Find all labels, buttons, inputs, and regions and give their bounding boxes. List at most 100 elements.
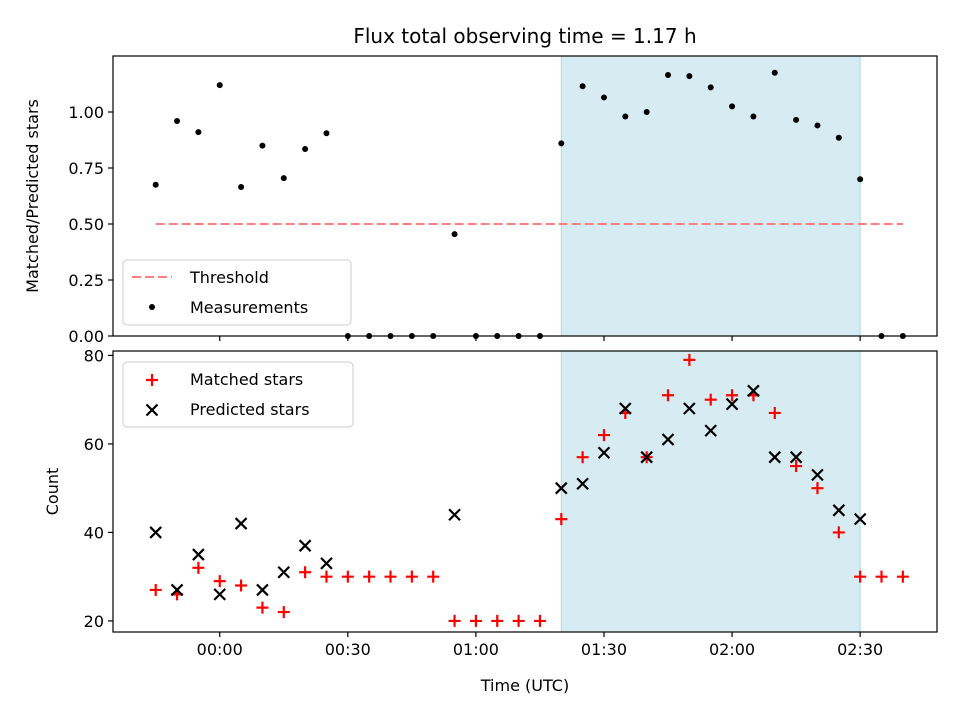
predicted-star-point [256,583,269,597]
predicted-star-point [725,397,739,411]
measurement-point [174,117,181,124]
axes-frame [112,350,938,633]
legend-threshold-label: Threshold [189,268,269,287]
predicted-star-point [277,565,291,579]
predicted-star-point [747,384,760,398]
predicted-star-point [149,526,162,539]
matched-star-point [491,614,504,627]
measurement-point [579,83,586,90]
y-tick-label: 1.00 [68,103,104,122]
legend-predicted-swatch [145,403,159,417]
matched-star-point [363,570,376,583]
y-tick-label: 20 [84,612,104,631]
measurement-point [259,142,266,149]
predicted-star-point [213,588,227,601]
axes-frame [112,55,938,337]
measurement-point [451,231,458,238]
predicted-star-point [448,508,461,522]
predicted-star-point [789,450,803,464]
matched-star-point [405,570,418,583]
matched-star-point [256,601,269,614]
y-tick-label: 0.50 [68,215,104,234]
predicted-star-point [320,557,333,570]
matched-star-point [790,460,803,473]
y-tick-label: 80 [84,346,104,365]
matched-star-point [277,606,290,619]
x-tick-label: 02:00 [709,640,755,659]
matched-star-point [875,570,888,583]
legend: Threshold Measurements [122,259,352,326]
matched-star-point [235,579,248,592]
matched-star-point [854,570,867,583]
predicted-star-point [555,481,568,495]
measurement-point [238,184,245,191]
measurement-point [558,140,565,147]
x-tick-label: 01:30 [581,640,627,659]
matched-star-point [576,451,589,464]
measurement-point [152,181,159,188]
legend-matched-label: Matched stars [190,370,303,389]
measurement-point [750,113,757,120]
predicted-star-point [640,450,653,464]
x-tick-label: 02:30 [837,640,883,659]
measurement-point [707,84,714,91]
matched-star-point [662,389,675,402]
matched-star-point [811,482,824,495]
matched-star-point [555,513,568,526]
matched-star-point [704,393,717,406]
x-tick-label: 01:00 [453,640,499,659]
observing-window [560,350,861,633]
x-tick-label: 00:30 [325,640,371,659]
y-axis-label: Matched/Predicted stars [23,99,42,293]
matched-star-point [469,614,482,627]
y-tick-label: 60 [84,435,104,454]
predicted-star-point [811,468,824,482]
measurement-point [793,116,800,123]
matched-star-point [683,353,696,366]
matched-star-point [533,614,546,627]
matched-star-point [896,570,909,583]
measurement-point [323,130,330,137]
legend-box [122,361,354,428]
matched-star-point [768,406,781,419]
predicted-star-point [170,583,184,597]
ratio-panel: 0.00 0.25 0.50 0.75 1.00 Matched/Predicted st… [23,55,938,346]
legend-box [122,259,352,326]
measurement-point [686,73,693,80]
matched-star-point [149,583,162,596]
measurement-point [622,113,629,120]
measurement-point [814,122,821,129]
predicted-star-point [298,539,312,552]
measurement-point [857,176,864,183]
measurement-point [771,69,778,76]
matched-star-point [427,570,440,583]
y-tick-label: 0.75 [68,159,104,178]
matched-star-point [726,389,739,402]
y-tick-label: 0.00 [68,327,104,346]
legend-measurements-swatch [149,304,155,310]
predicted-star-point [683,402,696,415]
measurement-point [600,94,607,101]
count-panel: 20 40 60 80 00:00 00:30 01:00 01:30 02:00 02:30 Co… [43,346,938,659]
matched-star-point [512,614,525,627]
y-axis-label: Count [43,468,62,516]
predicted-star-point [192,548,205,561]
legend: Matched stars Predicted stars [122,361,354,428]
predicted-star-point [768,450,782,464]
predicted-star-point [234,517,248,530]
x-tick-label: 00:00 [197,640,243,659]
y-tick-label: 0.25 [68,271,104,290]
predicted-star-point [853,512,867,526]
legend-measurements-label: Measurements [190,298,308,317]
predicted-star-point [832,504,846,517]
x-axis-label: Time (UTC) [480,676,569,695]
matched-star-point [597,429,610,442]
predicted-star-point [576,477,589,491]
legend-matched-swatch [146,374,158,386]
measurement-point [729,103,736,110]
predicted-star-point [597,446,611,460]
observing-window [560,55,861,337]
measurement-point [280,175,287,182]
legend-predicted-label: Predicted stars [190,400,310,419]
